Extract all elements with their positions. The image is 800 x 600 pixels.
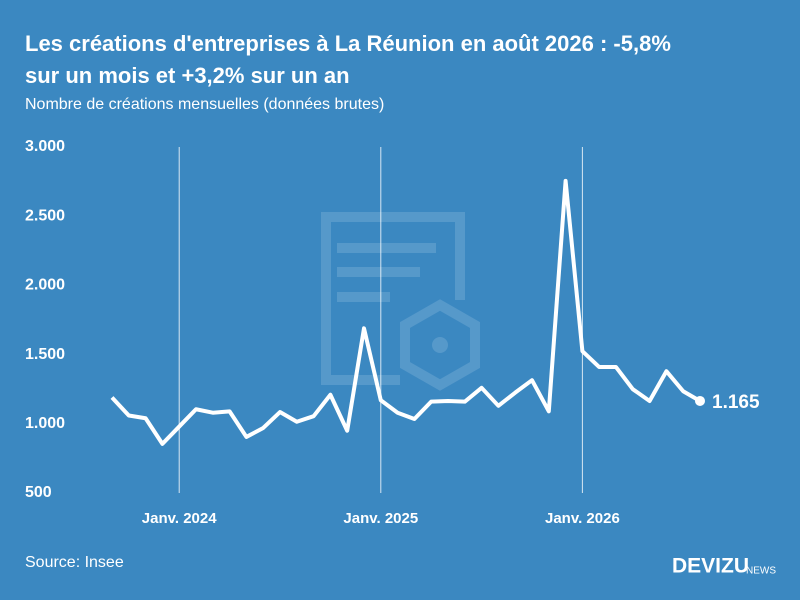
line xyxy=(110,178,701,446)
end-point xyxy=(695,395,705,406)
source: Source: Insee xyxy=(25,554,124,571)
y-tick-label: 1.500 xyxy=(25,346,65,363)
y-tick-label: 2.500 xyxy=(25,207,65,224)
x-tick-label: Janv. 2025 xyxy=(343,510,418,527)
y-tick-label: 500 xyxy=(25,484,52,501)
y-tick-label: 2.000 xyxy=(25,277,65,294)
brand: DEVIZU xyxy=(672,555,749,578)
watermark-icon xyxy=(321,212,480,391)
x-tick-label: Janv. 2026 xyxy=(545,510,620,527)
chart-title: Les créations d'entreprises à La Réunion… xyxy=(25,31,671,56)
y-tick-label: 3.000 xyxy=(25,138,65,155)
x-tick-label: Janv. 2024 xyxy=(142,510,217,527)
chart-title: sur un mois et +3,2% sur un an xyxy=(25,63,350,88)
chart-subtitle: Nombre de créations mensuelles (données … xyxy=(25,96,384,113)
value-label: 1.165 xyxy=(712,392,760,413)
y-tick-label: 1.000 xyxy=(25,415,65,432)
brand-suffix: NEWS xyxy=(746,566,776,577)
